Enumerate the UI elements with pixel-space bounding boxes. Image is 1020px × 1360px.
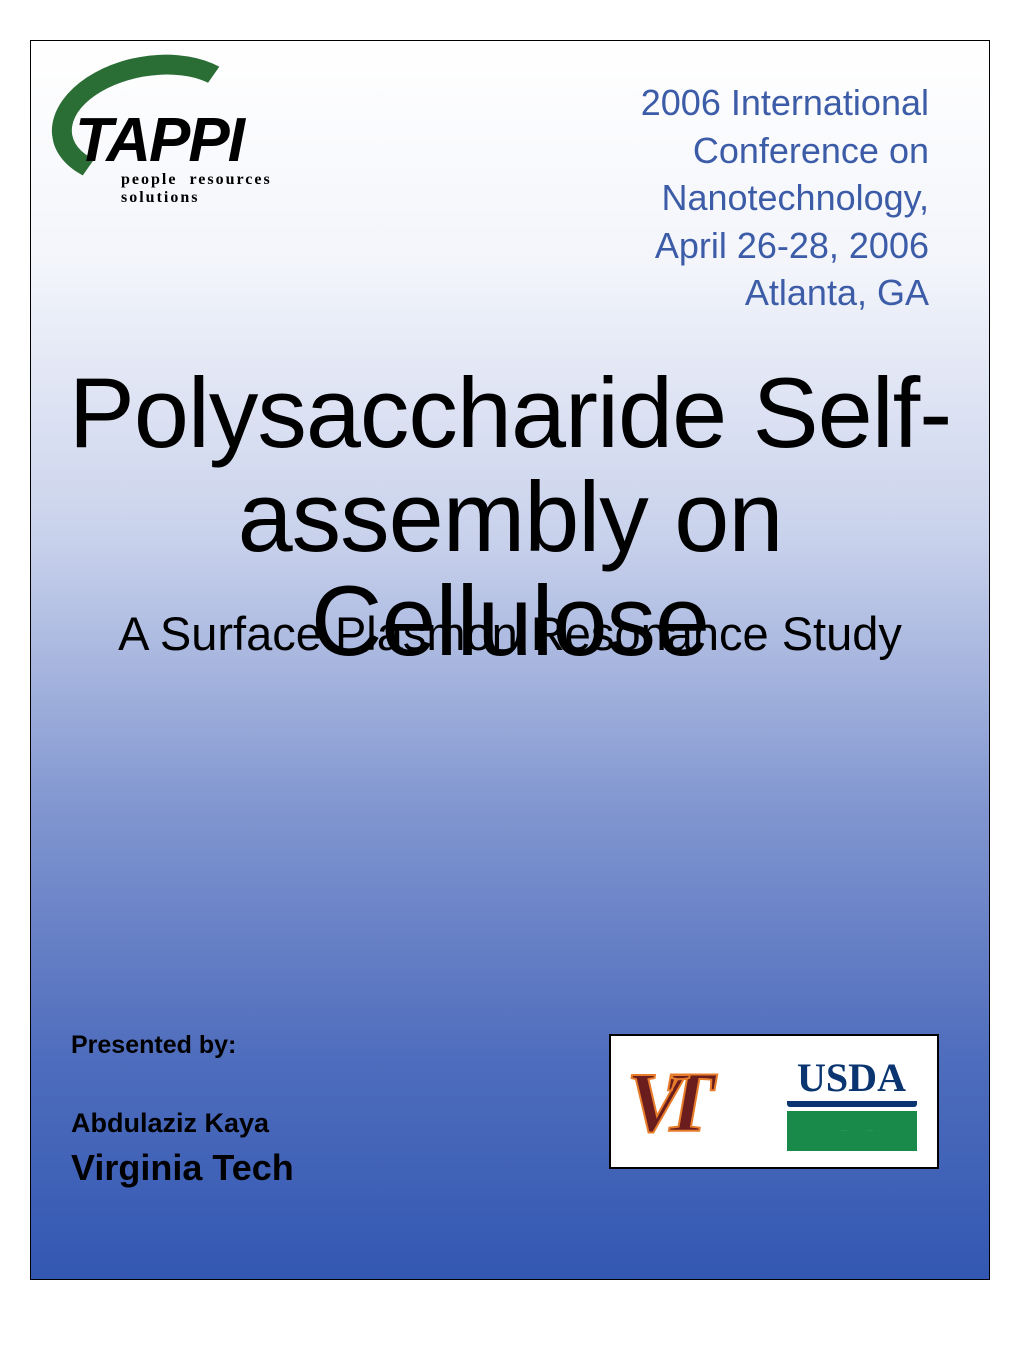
conf-line: Conference on [589,127,929,175]
presenter-name: Abdulaziz Kaya [71,1108,294,1139]
conf-line: 2006 International [589,79,929,127]
tappi-tagline: people resources solutions [121,171,321,207]
tappi-logo: TAPPI people resources solutions [61,81,361,196]
usda-word: USDA [782,1054,922,1101]
vt-logo-icon: VT [627,1062,767,1142]
usda-underline-icon [787,1101,917,1107]
usda-field-icon [787,1111,917,1151]
presented-block: Presented by: Abdulaziz Kaya Virginia Te… [71,1031,294,1189]
affiliation-logos-box: VT USDA [609,1034,939,1169]
vt-letters: VT [627,1062,767,1142]
presented-label: Presented by: [71,1031,294,1060]
conference-info: 2006 International Conference on Nanotec… [589,79,929,317]
title-line: Polysaccharide Self- [31,361,989,465]
conf-line: April 26-28, 2006 [589,222,929,270]
tappi-wordmark: TAPPI [75,105,243,176]
usda-logo-icon: USDA [782,1054,922,1149]
tappi-swoosh-icon: TAPPI people resources solutions [61,81,321,196]
subtitle: A Surface Plasmon Resonance Study [31,606,989,661]
conf-line: Nanotechnology, [589,174,929,222]
presenter-affiliation: Virginia Tech [71,1147,294,1189]
slide: TAPPI people resources solutions 2006 In… [30,40,990,1280]
conf-line: Atlanta, GA [589,269,929,317]
